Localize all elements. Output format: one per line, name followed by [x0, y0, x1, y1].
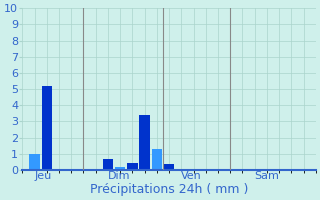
- Bar: [140, 115, 150, 170]
- Bar: [152, 149, 162, 170]
- Bar: [127, 163, 138, 170]
- X-axis label: Précipitations 24h ( mm ): Précipitations 24h ( mm ): [90, 183, 248, 196]
- Bar: [42, 86, 52, 170]
- Bar: [164, 164, 174, 170]
- Bar: [103, 159, 113, 170]
- Bar: [29, 154, 40, 170]
- Bar: [115, 167, 125, 170]
